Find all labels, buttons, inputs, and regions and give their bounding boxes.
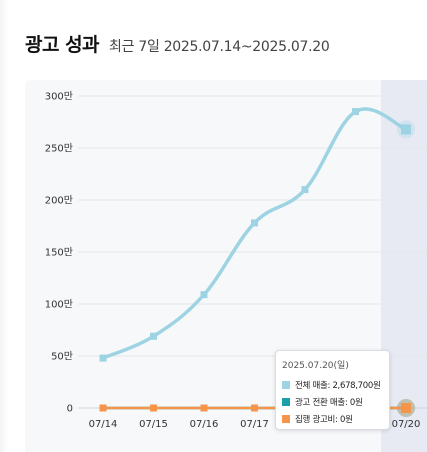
series-point [150, 404, 157, 412]
tooltip-label-ad-spend: 집행 광고비: 0원 [295, 414, 353, 425]
x-tick-label: 07/16 [190, 419, 219, 430]
series-point [251, 219, 258, 227]
x-tick-label: 07/20 [392, 419, 421, 430]
tooltip-row-ad-conversion-sales: 광고 전환 매출: 0원 [282, 393, 383, 410]
y-tick-label: 200만 [45, 195, 73, 207]
date-range-subtitle: 최근 7일 2025.07.14~2025.07.20 [109, 39, 330, 55]
page-title: 광고 성과 [25, 34, 100, 56]
tooltip-label-ad-conversion-sales: 광고 전환 매출: 0원 [295, 397, 363, 408]
y-tick-label: 50만 [51, 351, 73, 363]
series-point [301, 186, 309, 194]
x-tick-label: 07/14 [89, 419, 118, 430]
tooltip-swatch-total-sales [282, 380, 290, 389]
chart-card: 0 50만 100만 150만 200만 250만 300만 07/14 07/15 07/16 0… [25, 80, 427, 452]
y-tick-label: 100만 [45, 299, 73, 311]
x-tick-label: 07/17 [240, 419, 269, 430]
series-point [401, 403, 411, 413]
chart-tooltip: 2025.07.20(일) 전체 매출: 2,678,700원 광고 전환 매출… [275, 350, 390, 430]
ad-performance-line-chart[interactable]: 0 50만 100만 150만 200만 250만 300만 07/14 07/15 07/16 0… [25, 80, 427, 452]
series-point [200, 291, 208, 299]
tooltip-row-ad-spend: 집행 광고비: 0원 [282, 410, 383, 427]
tooltip-date: 2025.07.20(일) [282, 361, 349, 371]
y-tick-label: 150만 [45, 247, 73, 259]
series-point [401, 124, 411, 135]
series-point [99, 404, 107, 412]
series-line [101, 107, 408, 360]
series-point [251, 404, 258, 412]
y-tick-label: 250만 [45, 143, 73, 155]
tooltip-swatch-ad-spend [282, 414, 290, 423]
x-tick-label: 07/15 [139, 419, 168, 430]
y-tick-label: 300만 [45, 91, 73, 103]
tooltip-row-total-sales: 전체 매출: 2,678,700원 [282, 376, 383, 393]
series-point [99, 354, 107, 362]
page-edge-shade [0, 0, 8, 452]
series-point [200, 404, 208, 412]
series-point [150, 332, 157, 340]
series-point [352, 108, 359, 116]
y-tick-label: 0 [67, 404, 73, 415]
header: 광고 성과 최근 7일 2025.07.14~2025.07.20 [25, 30, 330, 57]
tooltip-label-total-sales: 전체 매출: 2,678,700원 [295, 380, 381, 391]
tooltip-swatch-ad-conversion-sales [282, 397, 290, 406]
